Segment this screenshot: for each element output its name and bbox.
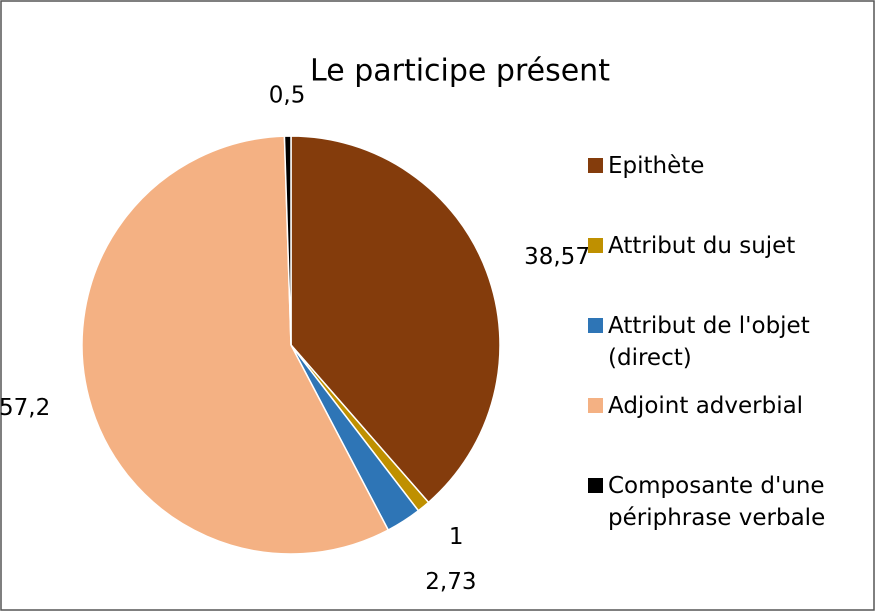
legend-item: Adjoint adverbial [588, 390, 858, 470]
legend-swatch [588, 318, 603, 333]
data-label: 57,2 [0, 395, 50, 421]
legend-label: Attribut du sujet [608, 233, 796, 259]
pie-slice [81, 135, 390, 555]
data-label: 1 [449, 524, 464, 550]
pie-slice [283, 135, 292, 346]
data-label: 2,73 [425, 569, 476, 595]
legend-item: Epithète [588, 150, 858, 230]
legend-swatch [588, 158, 603, 173]
data-label: 0,5 [269, 83, 306, 109]
legend-swatch [588, 238, 603, 253]
chart-title: Le participe présent [310, 54, 610, 89]
legend-item: Composante d'une périphrase verbale [588, 470, 858, 550]
legend-item: Attribut de l'objet (direct) [588, 310, 858, 390]
legend-swatch [588, 478, 603, 493]
legend-label: Attribut de l'objet (direct) [608, 313, 810, 371]
data-label: 38,57 [524, 244, 590, 270]
legend-swatch [588, 398, 603, 413]
legend: Epithète Attribut du sujet Attribut de l'o… [588, 150, 858, 550]
pie-slice [290, 135, 501, 504]
legend-label: Adjoint adverbial [608, 393, 804, 419]
legend-label: Composante d'une périphrase verbale [608, 473, 826, 531]
legend-label: Epithète [608, 153, 705, 179]
legend-item: Attribut du sujet [588, 230, 858, 310]
